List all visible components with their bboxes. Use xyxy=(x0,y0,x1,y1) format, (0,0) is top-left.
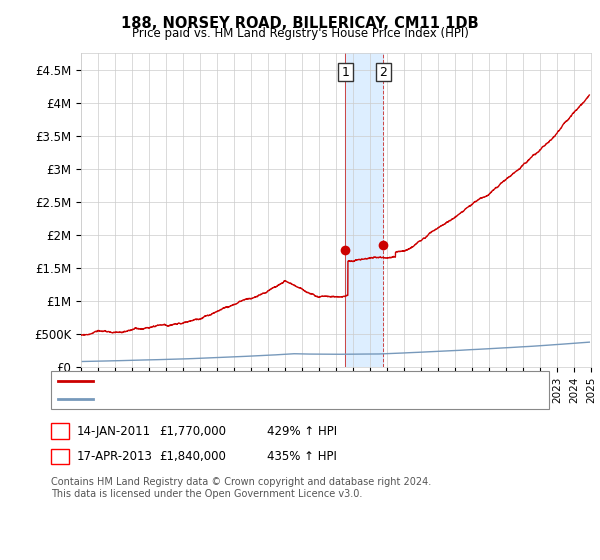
Text: 1: 1 xyxy=(341,66,349,78)
Text: 14-JAN-2011: 14-JAN-2011 xyxy=(76,424,151,438)
Bar xyxy=(345,53,383,367)
Text: Contains HM Land Registry data © Crown copyright and database right 2024.
This d: Contains HM Land Registry data © Crown c… xyxy=(51,477,431,499)
Text: 17-APR-2013: 17-APR-2013 xyxy=(76,450,152,463)
Text: 188, NORSEY ROAD, BILLERICAY, CM11 1DB (detached house): 188, NORSEY ROAD, BILLERICAY, CM11 1DB (… xyxy=(98,376,444,386)
Text: 1: 1 xyxy=(56,424,64,438)
FancyBboxPatch shape xyxy=(376,63,391,81)
Text: Price paid vs. HM Land Registry's House Price Index (HPI): Price paid vs. HM Land Registry's House … xyxy=(131,27,469,40)
Text: 188, NORSEY ROAD, BILLERICAY, CM11 1DB: 188, NORSEY ROAD, BILLERICAY, CM11 1DB xyxy=(121,16,479,31)
Text: 2: 2 xyxy=(379,66,388,78)
Text: £1,770,000: £1,770,000 xyxy=(159,424,226,438)
Text: HPI: Average price, detached house, Basildon: HPI: Average price, detached house, Basi… xyxy=(98,394,352,404)
Text: 429% ↑ HPI: 429% ↑ HPI xyxy=(267,424,337,438)
FancyBboxPatch shape xyxy=(338,63,353,81)
Text: 2: 2 xyxy=(56,450,64,463)
Text: £1,840,000: £1,840,000 xyxy=(159,450,226,463)
Text: 435% ↑ HPI: 435% ↑ HPI xyxy=(267,450,337,463)
